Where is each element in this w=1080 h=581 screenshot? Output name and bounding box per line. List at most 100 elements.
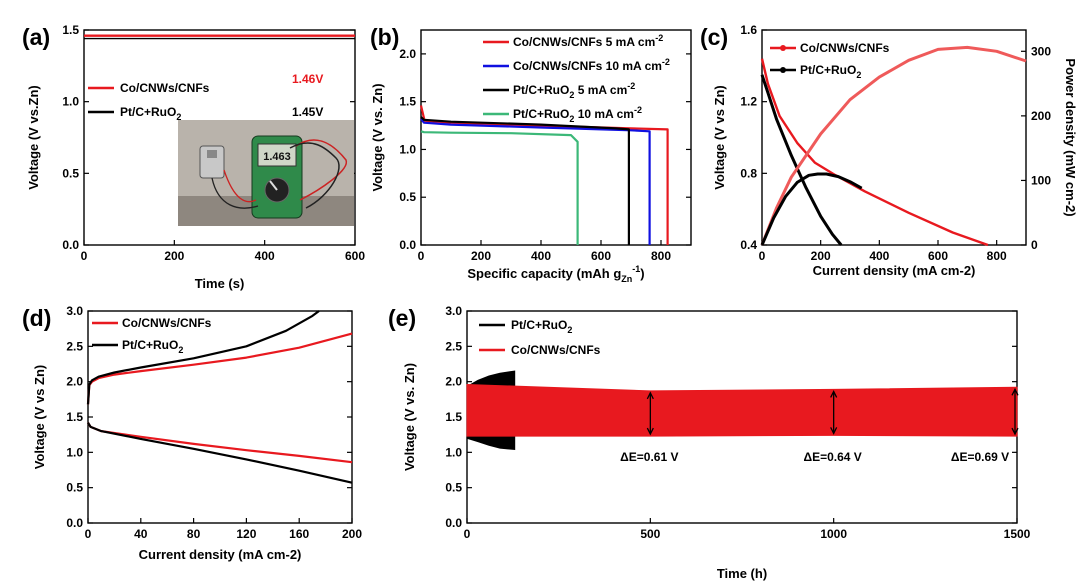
y-tick-label: 0.0 (445, 516, 462, 530)
x-tick-label: 600 (928, 249, 948, 263)
y-tick-label: 3.0 (66, 304, 83, 318)
x-tick-label: 200 (164, 249, 184, 263)
y-axis-label: Voltage (V vs.Zn) (26, 85, 41, 190)
x-tick-label: 200 (471, 249, 491, 263)
discharge-curve-co-5 (419, 105, 669, 245)
x-tick-label: 200 (342, 527, 362, 541)
y-right-tick-label: 100 (1031, 173, 1051, 187)
y-tick-label: 0.8 (740, 166, 757, 180)
x-tick-label: 800 (987, 249, 1007, 263)
black-value-annotation: 1.45V (292, 105, 323, 119)
legend-co-label: Co/CNWs/CNFs (511, 343, 601, 357)
y-tick-label: 2.0 (399, 47, 416, 61)
y-tick-label: 0.5 (445, 481, 462, 495)
y-tick-label: 1.0 (66, 445, 83, 459)
power-density-curve-co (760, 45, 1027, 246)
x-tick-label: 0 (81, 249, 88, 263)
y-tick-label: 1.5 (445, 410, 462, 424)
x-tick-label: 1000 (820, 527, 847, 541)
legend-pt-label: Pt/C+RuO2​ (800, 63, 861, 80)
y-tick-label: 0.5 (399, 190, 416, 204)
legend-co-swatch-marker (780, 45, 786, 51)
x-tick-label: 400 (255, 249, 275, 263)
x-axis-label: Current density (mA cm-2) (139, 547, 302, 562)
y-axis-label: Voltage (V vs. Zn) (370, 83, 385, 191)
x-tick-label: 400 (531, 249, 551, 263)
delta-arrow-head-up (646, 391, 654, 400)
y-tick-label: 0.4 (740, 238, 757, 252)
y-tick-label: 2.5 (66, 339, 83, 353)
panel-label: (d) (22, 305, 51, 331)
polarization-curve-pt (760, 74, 843, 246)
dial-pointer (269, 180, 278, 191)
panel-label: (b) (370, 24, 399, 50)
multimeter-photo-icon: 1.463 (178, 120, 354, 226)
legend-pt-swatch-marker (780, 67, 786, 73)
discharge-curve-co-10 (420, 118, 651, 245)
y-tick-label: 0.0 (399, 238, 416, 252)
delta-arrow-head-down (1011, 427, 1019, 436)
x-tick-label: 400 (869, 249, 889, 263)
panel-label: (c) (700, 24, 728, 50)
x-tick-label: 0 (418, 249, 425, 263)
x-tick-label: 160 (289, 527, 309, 541)
y-right-tick-label: 300 (1031, 44, 1051, 58)
legend-pt-5-label: Pt/C+RuO2​ 5 mA cm-2​ (513, 81, 635, 100)
y-tick-label: 1.5 (399, 95, 416, 109)
y-tick-label: 1.5 (62, 23, 79, 37)
y-tick-label: 1.6 (740, 23, 757, 37)
discharge-curve-pt-5 (420, 116, 631, 245)
x-tick-label: 500 (640, 527, 660, 541)
panel-a: (a) 0 200 400 600 0.0 0.5 1.0 1.5 Time (s) Voltage… (22, 23, 365, 291)
x-tick-label: 0 (759, 249, 766, 263)
x-axis-label: Current density (mA cm-2) (813, 263, 976, 278)
x-tick-label: 40 (134, 527, 148, 541)
panel-label: (a) (22, 24, 50, 50)
power-density-curve-pt (760, 172, 863, 246)
delta-arrow-head-up (1011, 387, 1019, 396)
legend-co-5-label: Co/CNWs/CNFs 5 mA cm-2​ (513, 33, 663, 49)
delta-e-label: ΔE=0.64 V (803, 450, 861, 464)
battery-terminal (207, 150, 217, 158)
x-tick-label: 0 (85, 527, 92, 541)
multimeter-reading: 1.463 (263, 151, 291, 163)
discharge-curve-pt (87, 422, 353, 484)
panel-label: (e) (388, 305, 416, 331)
plot-frame (420, 29, 692, 246)
x-axis-label: Specific capacity (mAh gZn-1) (467, 264, 644, 284)
x-axis-label: Time (s) (195, 276, 245, 291)
y-tick-label: 0.5 (66, 481, 83, 495)
legend-pt-label: Pt/C+RuO2​ (122, 338, 183, 355)
y-axis-label: Voltage (V vs. Zn) (402, 363, 417, 471)
x-tick-label: 600 (345, 249, 365, 263)
cycling-band-co-cnws-cnfs (466, 383, 1018, 437)
x-tick-label: 120 (236, 527, 256, 541)
black-probe-wire (289, 142, 340, 209)
delta-e-label: ΔE=0.69 V (951, 450, 1009, 464)
plot-frame (761, 29, 1027, 246)
panel-e: (e) 0 500 1000 1500 0.0 0.5 1.0 1.5 2.0 2.5 3.0 Time… (388, 304, 1031, 581)
discharge-curve-co (87, 422, 353, 464)
red-value-annotation: 1.46V (292, 72, 323, 86)
x-tick-label: 600 (591, 249, 611, 263)
x-tick-label: 80 (187, 527, 201, 541)
y-tick-label: 1.0 (445, 445, 462, 459)
cell-black-wire (211, 177, 259, 209)
y-tick-label: 1.0 (62, 95, 79, 109)
y-tick-label: 1.0 (399, 142, 416, 156)
y-axis-label: Voltage (V vs Zn) (32, 365, 47, 470)
legend-pt-10-label: Pt/C+RuO2​ 10 mA cm-2​ (513, 105, 642, 124)
x-axis-label: Time (h) (717, 566, 767, 581)
plot-frame (83, 29, 356, 246)
x-tick-label: 200 (811, 249, 831, 263)
cell-red-wire (223, 169, 257, 203)
y-tick-label: 2.0 (445, 375, 462, 389)
delta-arrow-head-down (830, 427, 838, 435)
y-tick-label: 2.5 (445, 339, 462, 353)
y-right-tick-label: 0 (1031, 238, 1038, 252)
panel-b: (b) 0 200 400 600 800 0.0 0.5 1.0 1.5 2.0 Specific … (370, 24, 692, 284)
y-tick-label: 1.5 (66, 410, 83, 424)
legend-co-10-label: Co/CNWs/CNFs 10 mA cm-2​ (513, 57, 670, 73)
y-right-axis-label: Power density (mW cm-2) (1063, 58, 1078, 216)
